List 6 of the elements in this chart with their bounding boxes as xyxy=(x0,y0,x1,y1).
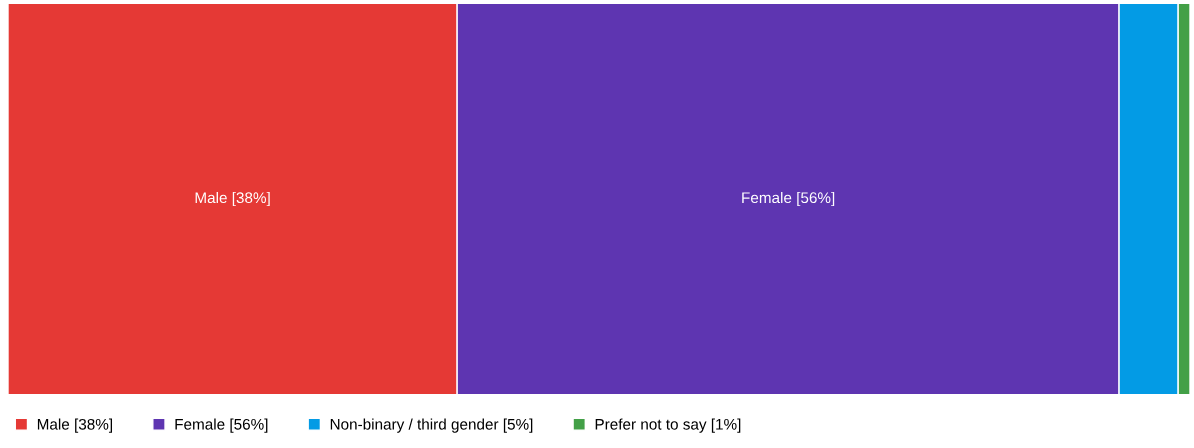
data-label: Male [38%] xyxy=(195,191,270,207)
legend-label: Non-binary / third gender [5%] xyxy=(330,418,533,433)
legend-label: Male [38%] xyxy=(37,418,112,433)
legend-label: Female [56%] xyxy=(175,418,268,433)
data-label: Female [56%] xyxy=(742,191,835,207)
legend-label: Prefer not to say [1%] xyxy=(595,418,741,433)
